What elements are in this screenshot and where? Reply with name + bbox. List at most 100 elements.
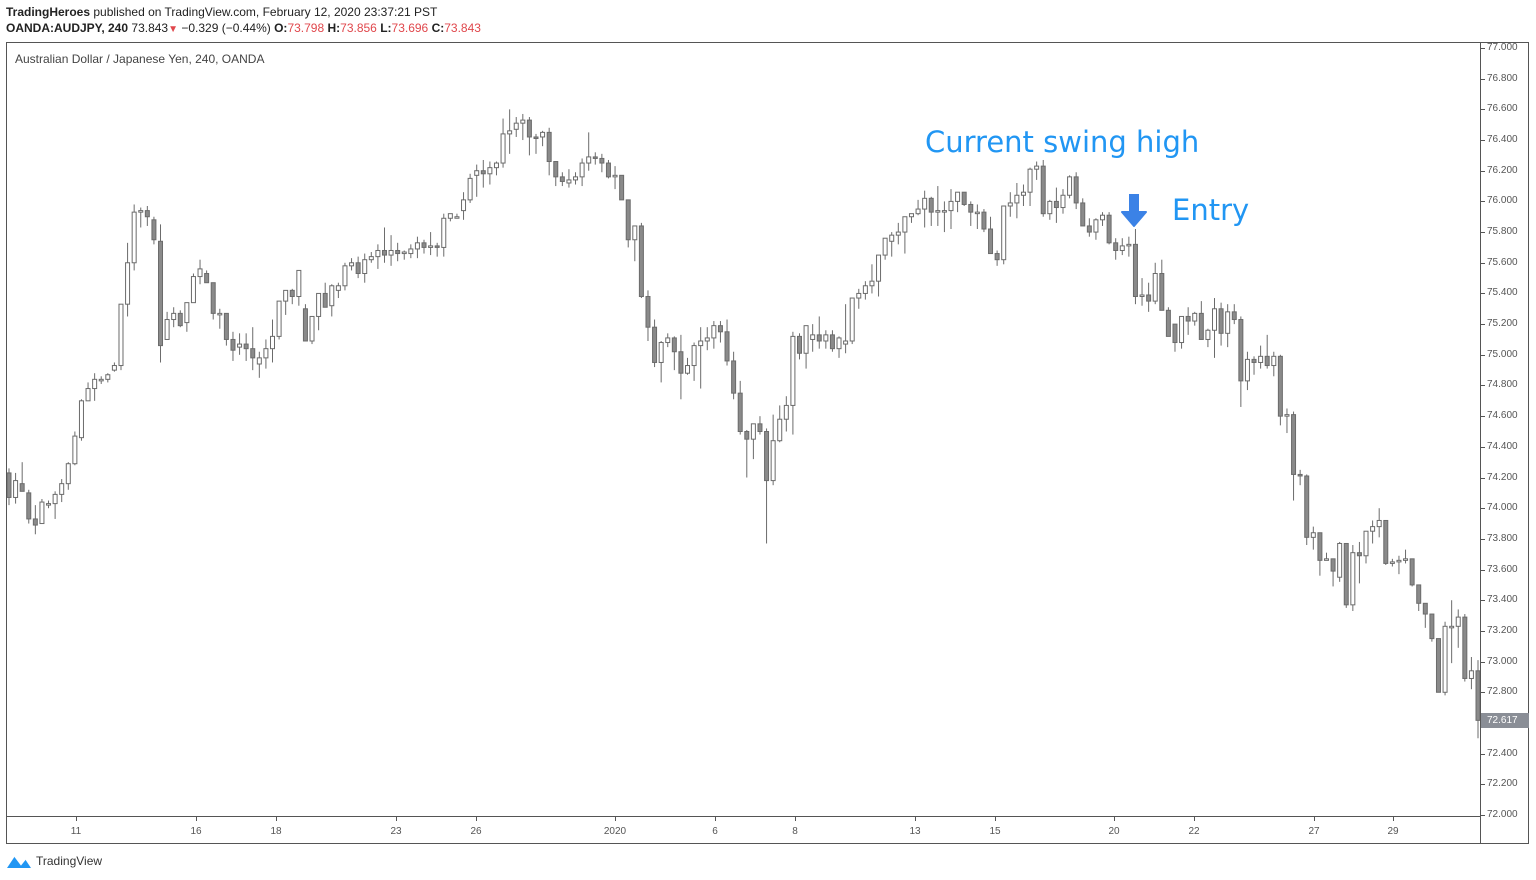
candlestick-series	[7, 109, 1480, 739]
price-tick-label: 74.200	[1487, 471, 1518, 483]
price-tick	[1481, 661, 1485, 663]
time-tick	[915, 817, 916, 821]
time-tick-label: 6	[712, 826, 718, 837]
price-tick-label: 73.800	[1487, 532, 1518, 544]
price-tick-label: 75.400	[1487, 287, 1518, 299]
price-tick-label: 76.400	[1487, 134, 1518, 146]
price-tick	[1481, 600, 1485, 602]
time-tick	[615, 817, 616, 821]
price-tick	[1481, 140, 1485, 142]
price-tick-label: 73.200	[1487, 624, 1518, 636]
price-tick	[1481, 569, 1485, 571]
high-label: H:	[327, 21, 341, 35]
price-tick	[1481, 324, 1485, 326]
price-tick-label: 75.600	[1487, 256, 1518, 268]
price-tick	[1481, 630, 1485, 632]
price-axis[interactable]	[1480, 43, 1530, 843]
down-triangle-icon: ▼	[168, 24, 178, 35]
price-tick-label: 73.000	[1487, 655, 1518, 667]
time-tick-label: 20	[1108, 826, 1120, 837]
time-tick-label: 23	[390, 826, 402, 837]
price-tick	[1481, 446, 1485, 448]
last-price-label: 72.617	[1481, 713, 1529, 729]
tradingview-logo-icon	[6, 853, 32, 869]
price-tick-label: 73.600	[1487, 563, 1518, 575]
price-tick	[1481, 538, 1485, 540]
time-tick	[396, 817, 397, 821]
price-tick	[1481, 170, 1485, 172]
symbol: OANDA:AUDJPY, 240	[6, 21, 129, 35]
price-tick-label: 72.400	[1487, 747, 1518, 759]
time-tick-label: 18	[270, 826, 282, 837]
price-tick-label: 74.800	[1487, 379, 1518, 391]
swing-high-annotation: Current swing high	[925, 125, 1200, 159]
price-tick-label: 77.000	[1487, 42, 1518, 53]
price-tick-label: 76.800	[1487, 72, 1518, 84]
publisher-line: TradingHeroes published on TradingView.c…	[6, 4, 481, 20]
low-label: L:	[380, 21, 392, 35]
entry-annotation: Entry	[1172, 193, 1250, 227]
time-tick-label: 22	[1188, 826, 1200, 837]
open-value: 73.798	[287, 21, 325, 35]
time-axis[interactable]	[7, 816, 1480, 844]
price-tick	[1481, 109, 1485, 111]
price-tick	[1481, 815, 1485, 816]
low-value: 73.696	[391, 21, 429, 35]
price-tick	[1481, 416, 1485, 418]
time-tick	[995, 817, 996, 821]
time-tick-label: 13	[909, 826, 921, 837]
price-tick-label: 76.600	[1487, 103, 1518, 115]
tradingview-brand[interactable]: TradingView	[6, 853, 102, 869]
published-text: published on TradingView.com, February 1…	[93, 5, 438, 19]
price-tick	[1481, 78, 1485, 80]
price-tick-label: 72.800	[1487, 686, 1518, 698]
close-value: 73.843	[444, 21, 481, 35]
symbol-line: OANDA:AUDJPY, 240 73.843▼ −0.329 (−0.44%…	[6, 20, 481, 38]
chart-frame	[6, 42, 1529, 844]
price-tick-label: 76.200	[1487, 164, 1518, 176]
price-tick	[1481, 354, 1485, 356]
chart-plot-area[interactable]	[7, 43, 1480, 816]
time-tick	[715, 817, 716, 821]
price-tick-label: 74.600	[1487, 410, 1518, 422]
last-value: 73.843	[131, 21, 169, 35]
time-tick-label: 11	[70, 826, 82, 837]
publisher-name: TradingHeroes	[6, 5, 91, 19]
price-tick	[1481, 262, 1485, 264]
brand-name: TradingView	[36, 854, 103, 868]
arrow-down-icon	[1118, 194, 1150, 228]
publish-info: TradingHeroes published on TradingView.c…	[6, 4, 481, 38]
price-tick	[1481, 508, 1485, 510]
time-tick	[196, 817, 197, 821]
time-tick	[476, 817, 477, 821]
time-tick-label: 29	[1387, 826, 1399, 837]
price-tick	[1481, 48, 1485, 49]
time-tick-label: 15	[989, 826, 1001, 837]
price-tick-label: 76.000	[1487, 195, 1518, 207]
time-tick	[276, 817, 277, 821]
high-value: 73.856	[340, 21, 377, 35]
time-tick	[1194, 817, 1195, 821]
time-tick-label: 2020	[603, 826, 627, 837]
time-tick-label: 8	[792, 826, 798, 837]
time-tick	[795, 817, 796, 821]
open-label: O:	[274, 21, 288, 35]
chart-title: Australian Dollar / Japanese Yen, 240, O…	[15, 52, 265, 66]
price-tick-label: 74.000	[1487, 502, 1518, 514]
time-tick-label: 27	[1308, 826, 1320, 837]
price-tick	[1481, 385, 1485, 387]
time-tick	[76, 817, 77, 821]
price-tick-label: 74.400	[1487, 440, 1518, 452]
price-tick	[1481, 477, 1485, 479]
price-tick	[1481, 753, 1485, 755]
time-tick-label: 26	[470, 826, 482, 837]
price-tick	[1481, 692, 1485, 694]
time-tick	[1393, 817, 1394, 821]
price-tick	[1481, 784, 1485, 786]
price-tick-label: 75.200	[1487, 318, 1518, 330]
price-tick	[1481, 201, 1485, 203]
price-tick-label: 75.800	[1487, 226, 1518, 238]
price-tick-label: 72.200	[1487, 778, 1518, 790]
change-value: −0.329 (−0.44%)	[181, 21, 271, 35]
time-tick-label: 16	[190, 826, 202, 837]
